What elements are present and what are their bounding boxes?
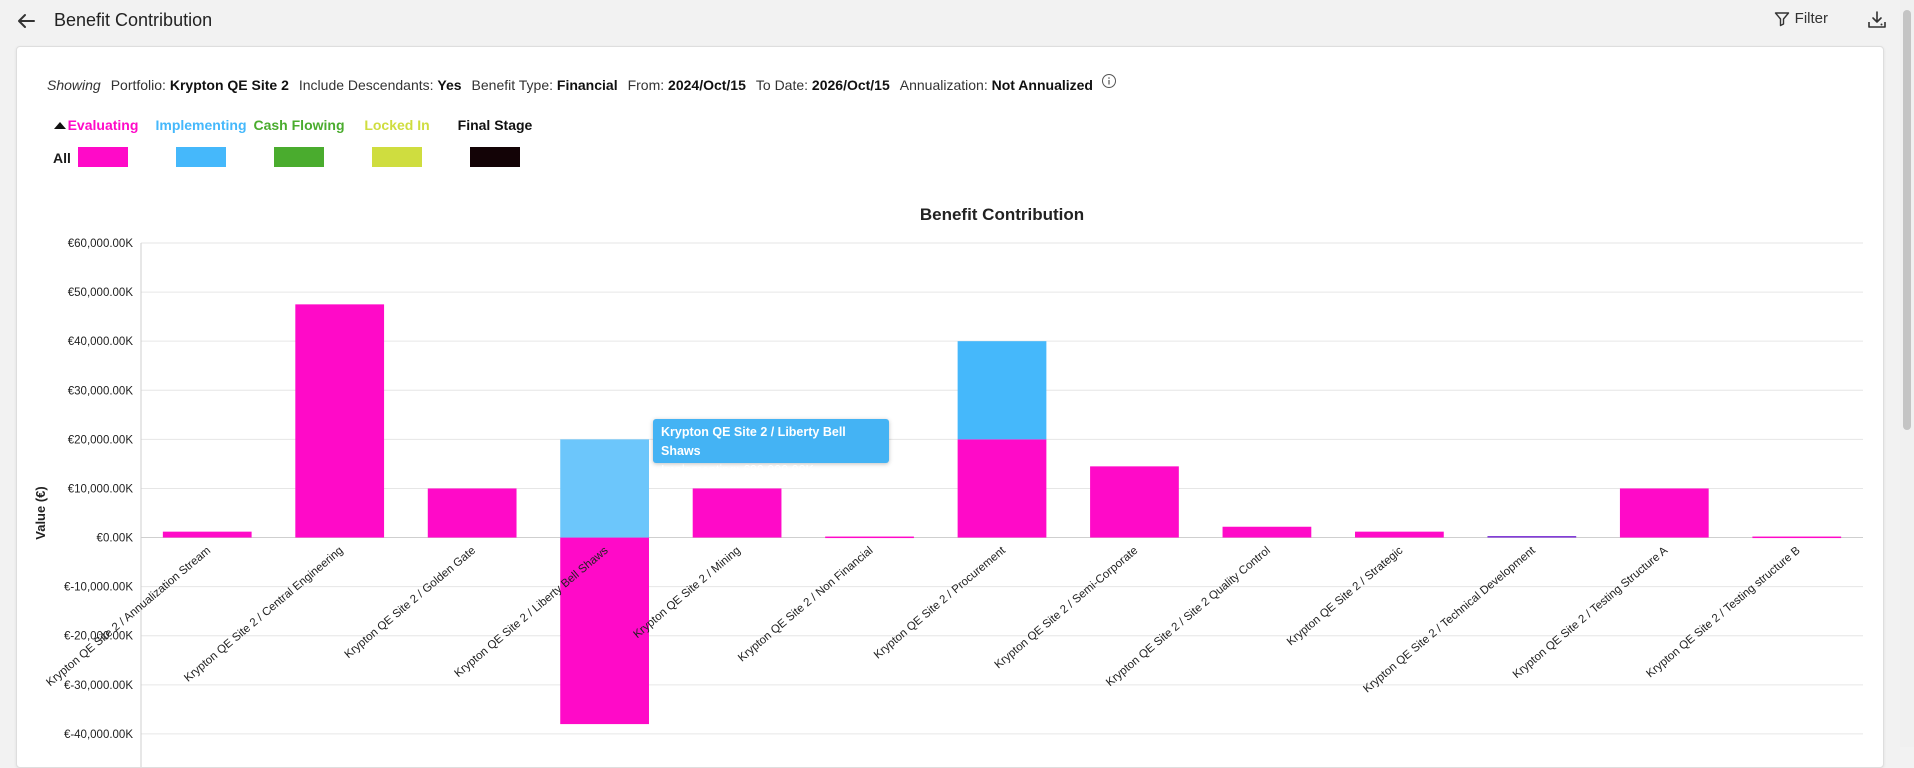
x-tick-label: Krypton QE Site 2 / Golden Gate — [343, 545, 479, 661]
x-tick-label: Krypton QE Site 2 / Procurement — [872, 544, 1009, 661]
filter-button[interactable]: Filter — [1774, 10, 1828, 27]
y-tick-label: €-30,000.00K — [64, 680, 133, 692]
bar-evaluating — [1222, 526, 1312, 538]
y-tick-label: €10,000.00K — [68, 483, 134, 495]
bar-implementing — [957, 341, 1047, 440]
summary-descendants: Include Descendants: Yes — [298, 77, 462, 93]
bar-evaluating — [692, 488, 782, 538]
bar-evaluating — [162, 531, 252, 538]
x-tick-label: Krypton QE Site 2 / Annualization Stream — [44, 545, 213, 689]
showing-label: Showing — [47, 77, 101, 93]
bar-chart: Benefit Contribution Value (€) €60,000.00K… — [33, 205, 1863, 767]
download-icon[interactable] — [1866, 9, 1888, 31]
collapse-caret-icon[interactable] — [54, 122, 66, 129]
filter-label: Filter — [1794, 10, 1828, 27]
x-tick-label: Krypton QE Site 2 / Testing structure B — [1644, 544, 1803, 680]
chart-card: Showing Portfolio: Krypton QE Site 2 Inc… — [16, 46, 1884, 768]
top-bar: Benefit Contribution Filter — [0, 0, 1914, 42]
tooltip-title: Krypton QE Site 2 / Liberty Bell Shaws — [661, 425, 846, 458]
y-tick-label: €0.00K — [97, 533, 134, 545]
legend-label-cash-flowing[interactable]: Cash Flowing — [253, 117, 345, 133]
x-tick-label: Krypton QE Site 2 / Non Financial — [736, 545, 875, 665]
page-title: Benefit Contribution — [54, 10, 213, 30]
chart-tooltip: Krypton QE Site 2 / Liberty Bell Shaws I… — [653, 419, 889, 477]
legend-label-locked-in[interactable]: Locked In — [364, 117, 430, 133]
legend-label-implementing[interactable]: Implementing — [155, 117, 247, 133]
x-tick-label: Krypton QE Site 2 / Testing Structure A — [1511, 544, 1671, 681]
filter-icon — [1774, 11, 1789, 26]
info-icon[interactable] — [1101, 73, 1117, 89]
summary-portfolio: Portfolio: Krypton QE Site 2 — [110, 77, 289, 93]
legend-all-toggle[interactable]: All — [53, 150, 71, 166]
bar-implementing — [560, 439, 649, 538]
y-tick-label: €40,000.00K — [68, 336, 134, 348]
bar-evaluating — [1619, 488, 1709, 538]
x-tick-label: Krypton QE Site 2 / Central Engineering — [182, 545, 345, 685]
legend-swatch-locked-in[interactable] — [372, 147, 422, 167]
y-tick-label: €60,000.00K — [68, 238, 134, 250]
summary-from: From: 2024/Oct/15 — [627, 77, 746, 93]
y-tick-label: €20,000.00K — [68, 434, 134, 446]
bar-evaluating — [1355, 531, 1444, 538]
bar-evaluating — [427, 488, 517, 538]
y-tick-label: €-40,000.00K — [64, 729, 133, 741]
bar-evaluating — [1090, 466, 1179, 538]
legend-swatch-evaluating[interactable] — [78, 147, 128, 167]
bar-final-stage — [1487, 536, 1577, 538]
bar-evaluating — [1752, 536, 1842, 539]
bar-evaluating — [295, 304, 385, 538]
filter-summary: Showing Portfolio: Krypton QE Site 2 Inc… — [47, 74, 1117, 93]
y-tick-label: €-10,000.00K — [64, 582, 133, 594]
summary-to: To Date: 2026/Oct/15 — [755, 77, 890, 93]
scrollbar[interactable] — [1900, 0, 1914, 747]
chart-title: Benefit Contribution — [920, 205, 1084, 224]
x-tick-label: Krypton QE Site 2 / Site 2 Quality Contr… — [1104, 545, 1273, 689]
legend-swatch-cash-flowing[interactable] — [274, 147, 324, 167]
bar-evaluating — [957, 439, 1047, 538]
scrollbar-thumb[interactable] — [1903, 10, 1911, 430]
summary-annualization: Annualization: Not Annualized — [899, 77, 1093, 93]
bar-evaluating — [560, 537, 649, 725]
back-arrow-icon[interactable] — [14, 9, 38, 33]
tooltip-body: Implementing: €20,000.00K — [661, 463, 814, 477]
x-tick-label: Krypton QE Site 2 / Strategic — [1285, 544, 1406, 648]
legend-swatch-final-stage[interactable] — [470, 147, 520, 167]
y-tick-label: €30,000.00K — [68, 385, 134, 397]
summary-benefit-type: Benefit Type: Financial — [471, 77, 618, 93]
y-tick-label: €50,000.00K — [68, 287, 134, 299]
legend-swatch-implementing[interactable] — [176, 147, 226, 167]
legend-label-final-stage[interactable]: Final Stage — [457, 117, 533, 133]
x-tick-label: Krypton QE Site 2 / Semi-Corporate — [993, 545, 1141, 672]
y-tick-label: €-20,000.00K — [64, 631, 133, 643]
bar-evaluating — [825, 536, 914, 539]
y-axis-label: Value (€) — [33, 486, 48, 539]
legend-label-evaluating[interactable]: Evaluating — [67, 117, 139, 133]
